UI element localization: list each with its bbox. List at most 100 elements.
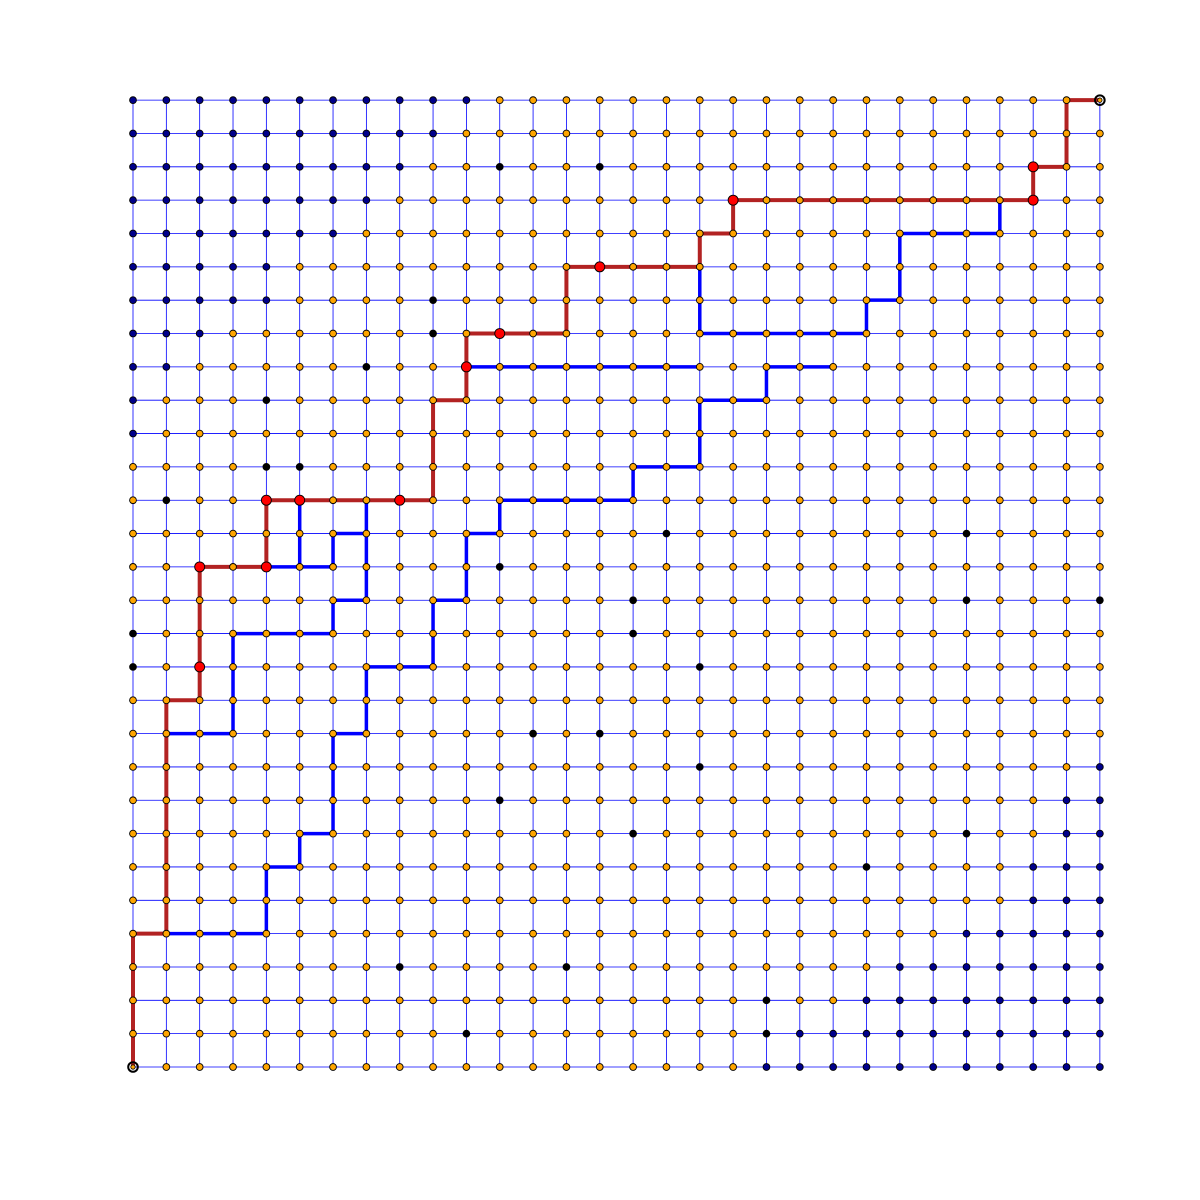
grid-node	[129, 529, 137, 538]
grid-node	[662, 229, 671, 238]
grid-node	[662, 663, 671, 671]
grid-node	[662, 929, 671, 938]
grid-node	[529, 396, 537, 405]
grid-node-blue	[229, 296, 237, 305]
grid-node-blue	[1029, 863, 1038, 871]
red-main-path	[131, 98, 1100, 1067]
grid-node	[229, 1029, 237, 1038]
grid-node-blue	[795, 1029, 804, 1038]
grid-node	[829, 663, 837, 671]
grid-node	[262, 763, 271, 771]
grid-node-blue	[462, 96, 471, 104]
red-path	[131, 98, 1100, 1067]
path-node	[329, 563, 337, 571]
grid-node	[295, 1029, 304, 1038]
grid-node	[395, 1029, 404, 1038]
path-node	[329, 596, 337, 605]
grid-node	[795, 162, 804, 171]
grid-node	[895, 696, 904, 705]
grid-node	[729, 96, 737, 104]
grid-node	[929, 896, 938, 905]
grid-node	[395, 396, 404, 405]
grid-node	[495, 129, 504, 138]
grid-node	[629, 196, 637, 205]
grid-node	[362, 1029, 371, 1038]
grid-node	[929, 363, 938, 371]
path-node	[462, 396, 471, 405]
grid-node	[395, 896, 404, 905]
grid-node	[362, 829, 371, 838]
grid-node	[595, 596, 604, 605]
grid-node	[429, 1063, 437, 1071]
path-node	[362, 529, 371, 538]
grid-node	[262, 729, 271, 738]
grid-node	[762, 863, 771, 871]
grid-node	[829, 463, 837, 471]
grid-node-blue	[929, 1063, 938, 1071]
grid-node	[395, 796, 404, 805]
path-node	[195, 696, 204, 705]
grid-node	[595, 1029, 604, 1038]
grid-node	[995, 129, 1004, 138]
grid-node-blue	[1062, 863, 1071, 871]
grid-node	[562, 96, 571, 104]
grid-node	[995, 329, 1004, 338]
grid-node	[995, 262, 1004, 271]
grid-node	[829, 162, 837, 171]
grid-node	[729, 262, 737, 271]
grid-node	[595, 629, 604, 638]
grid-node	[1096, 196, 1104, 205]
grid-node	[895, 396, 904, 405]
path-node	[362, 696, 371, 705]
grid-node-blue	[195, 229, 204, 238]
grid-node	[462, 896, 471, 905]
grid-node-blue	[929, 963, 938, 971]
grid-node	[362, 863, 371, 871]
grid-node-blue	[195, 296, 204, 305]
grid-node	[429, 896, 437, 905]
grid-node	[729, 496, 737, 505]
path-node	[695, 463, 704, 471]
grid-node	[262, 796, 271, 805]
grid-node-blue	[895, 963, 904, 971]
grid-node	[729, 162, 737, 171]
path-node	[229, 563, 237, 571]
grid-node-black	[862, 863, 871, 871]
grid-node	[495, 262, 504, 271]
grid-node	[829, 529, 837, 538]
grid-node	[529, 763, 537, 771]
grid-node	[429, 929, 437, 938]
grid-node	[595, 863, 604, 871]
grid-node-blue	[162, 129, 171, 138]
grid-node	[429, 563, 437, 571]
grid-node	[795, 863, 804, 871]
grid-node	[1096, 329, 1104, 338]
grid-node-blue	[395, 129, 404, 138]
grid-node	[562, 829, 571, 838]
grid-node	[595, 129, 604, 138]
grid-node	[795, 496, 804, 505]
grid-node	[429, 963, 437, 971]
grid-node	[562, 929, 571, 938]
grid-node	[562, 229, 571, 238]
grid-node	[229, 429, 237, 438]
grid-node	[529, 863, 537, 871]
endpoint-ring	[1094, 94, 1106, 106]
grid-node	[729, 463, 737, 471]
grid-node	[195, 896, 204, 905]
path-node	[395, 663, 404, 671]
grid-node	[1096, 729, 1104, 738]
grid-node	[1096, 563, 1104, 571]
grid-node	[895, 763, 904, 771]
path-node	[462, 529, 471, 538]
grid-node-black	[295, 463, 304, 471]
grid-node	[929, 829, 938, 838]
grid-node	[1062, 496, 1071, 505]
grid-node	[995, 696, 1004, 705]
grid-node	[1062, 363, 1071, 371]
grid-node	[695, 529, 704, 538]
grid-node	[629, 696, 637, 705]
grid-node	[395, 363, 404, 371]
path-node	[895, 262, 904, 271]
grid-node	[495, 196, 504, 205]
